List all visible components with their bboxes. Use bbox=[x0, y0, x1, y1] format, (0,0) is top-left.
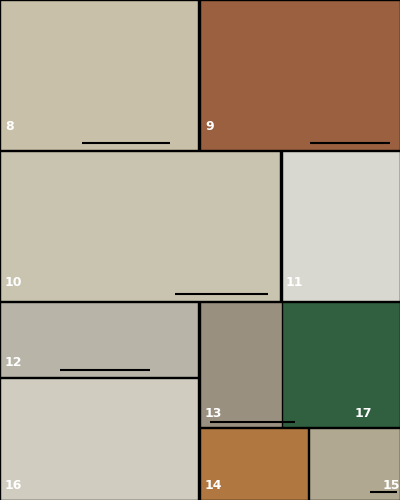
Bar bbox=[200, 0, 400, 150]
Bar bbox=[282, 151, 400, 301]
Text: 12: 12 bbox=[5, 356, 22, 369]
Bar bbox=[309, 428, 400, 500]
Bar bbox=[0, 378, 198, 500]
Text: 14: 14 bbox=[205, 479, 222, 492]
Text: 8: 8 bbox=[5, 120, 14, 133]
Bar bbox=[200, 302, 398, 427]
Text: 15: 15 bbox=[383, 479, 400, 492]
Text: 11: 11 bbox=[286, 276, 304, 289]
Text: 10: 10 bbox=[5, 276, 22, 289]
Text: 17: 17 bbox=[355, 407, 372, 420]
Bar bbox=[0, 302, 198, 377]
Bar bbox=[0, 0, 198, 150]
Text: 9: 9 bbox=[205, 120, 214, 133]
Bar bbox=[200, 428, 308, 500]
Bar bbox=[282, 302, 400, 427]
Text: 13: 13 bbox=[205, 407, 222, 420]
Text: 16: 16 bbox=[5, 479, 22, 492]
Bar bbox=[0, 151, 280, 301]
